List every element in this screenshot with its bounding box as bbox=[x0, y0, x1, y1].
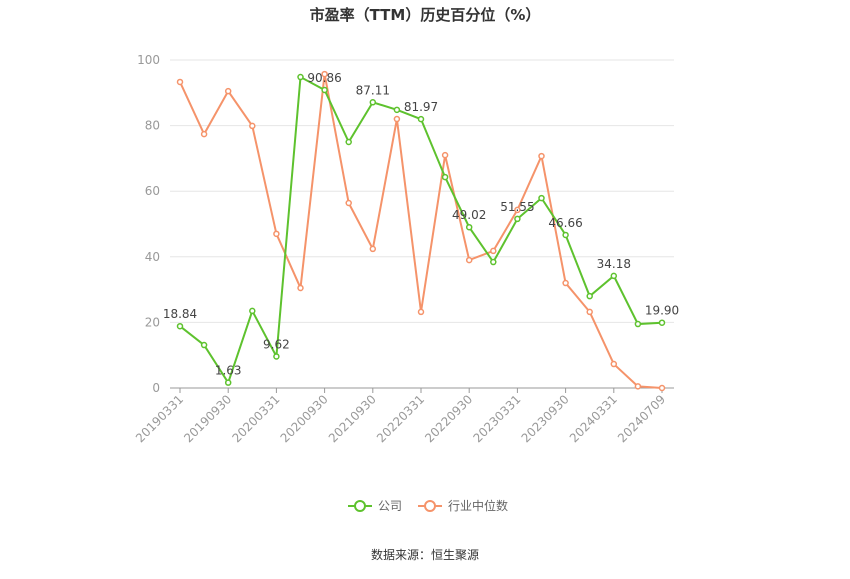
legend-item: 行业中位数 bbox=[418, 498, 508, 513]
point bbox=[273, 353, 280, 360]
point bbox=[514, 215, 521, 223]
point bbox=[586, 308, 593, 316]
point bbox=[249, 122, 256, 130]
point bbox=[297, 73, 304, 81]
x-tick-label: 20240709 bbox=[615, 392, 668, 445]
legend-item: 公司 bbox=[348, 499, 402, 513]
data-label: 19.90 bbox=[645, 304, 679, 318]
point bbox=[634, 320, 642, 328]
point bbox=[321, 86, 328, 94]
point bbox=[417, 115, 425, 123]
x-tick-label: 20200331 bbox=[229, 392, 282, 445]
x-tick-label: 20230930 bbox=[519, 392, 572, 445]
point bbox=[200, 341, 208, 349]
point bbox=[393, 106, 401, 114]
point bbox=[610, 272, 618, 280]
y-tick-label: 60 bbox=[145, 184, 160, 198]
y-tick-label: 20 bbox=[145, 315, 160, 329]
x-tick-label: 20190930 bbox=[181, 392, 234, 445]
point bbox=[465, 223, 473, 231]
point bbox=[369, 99, 377, 106]
point bbox=[200, 130, 208, 138]
point bbox=[610, 360, 618, 368]
data-label: 18.84 bbox=[163, 307, 197, 321]
y-tick-label: 80 bbox=[145, 119, 160, 133]
data-label: 34.18 bbox=[597, 257, 631, 271]
point bbox=[297, 284, 304, 292]
x-tick-label: 20200930 bbox=[278, 392, 331, 445]
x-tick-label: 20240331 bbox=[567, 392, 620, 445]
y-tick-label: 40 bbox=[145, 250, 160, 264]
point bbox=[321, 70, 328, 78]
point bbox=[249, 307, 256, 315]
legend-label: 行业中位数 bbox=[448, 498, 508, 513]
data-label: 9.62 bbox=[263, 337, 290, 351]
point bbox=[634, 383, 642, 390]
point bbox=[658, 384, 666, 392]
point bbox=[538, 152, 545, 160]
point bbox=[538, 194, 545, 202]
point bbox=[514, 206, 521, 214]
y-tick-label: 100 bbox=[137, 53, 160, 67]
x-tick-label: 20220331 bbox=[374, 392, 427, 445]
point bbox=[490, 247, 497, 255]
point bbox=[586, 292, 593, 300]
point bbox=[369, 245, 377, 253]
data-label: 1.63 bbox=[215, 364, 242, 378]
source: 数据来源：恒生聚源 bbox=[371, 547, 479, 562]
point bbox=[345, 138, 352, 146]
point bbox=[441, 151, 449, 159]
x-tick-label: 20220930 bbox=[422, 392, 475, 445]
chart-title: 市盈率（TTM）历史百分位（%） bbox=[310, 6, 541, 24]
data-label: 51.55 bbox=[500, 200, 534, 214]
point bbox=[224, 87, 232, 95]
point bbox=[658, 319, 666, 326]
point bbox=[562, 279, 569, 287]
point bbox=[490, 258, 497, 266]
point bbox=[176, 322, 184, 330]
data-label: 90.86 bbox=[307, 71, 341, 85]
x-tick-label: 20230331 bbox=[470, 392, 523, 445]
point bbox=[176, 78, 184, 86]
point bbox=[345, 199, 352, 207]
point bbox=[393, 115, 401, 123]
point bbox=[224, 379, 232, 386]
point bbox=[273, 230, 280, 238]
y-tick-label: 0 bbox=[152, 381, 160, 395]
data-label: 81.97 bbox=[404, 100, 438, 114]
x-tick-label: 20190331 bbox=[133, 392, 186, 445]
point bbox=[562, 231, 569, 239]
legend-label: 公司 bbox=[378, 499, 402, 513]
legend-marker bbox=[424, 500, 437, 512]
x-tick-label: 20210930 bbox=[326, 392, 379, 445]
data-label: 87.11 bbox=[356, 83, 390, 97]
data-label: 46.66 bbox=[548, 216, 582, 230]
legend-marker bbox=[354, 500, 366, 512]
data-label: 49.02 bbox=[452, 208, 486, 222]
point bbox=[441, 173, 449, 181]
point bbox=[465, 256, 473, 264]
point bbox=[417, 308, 425, 316]
